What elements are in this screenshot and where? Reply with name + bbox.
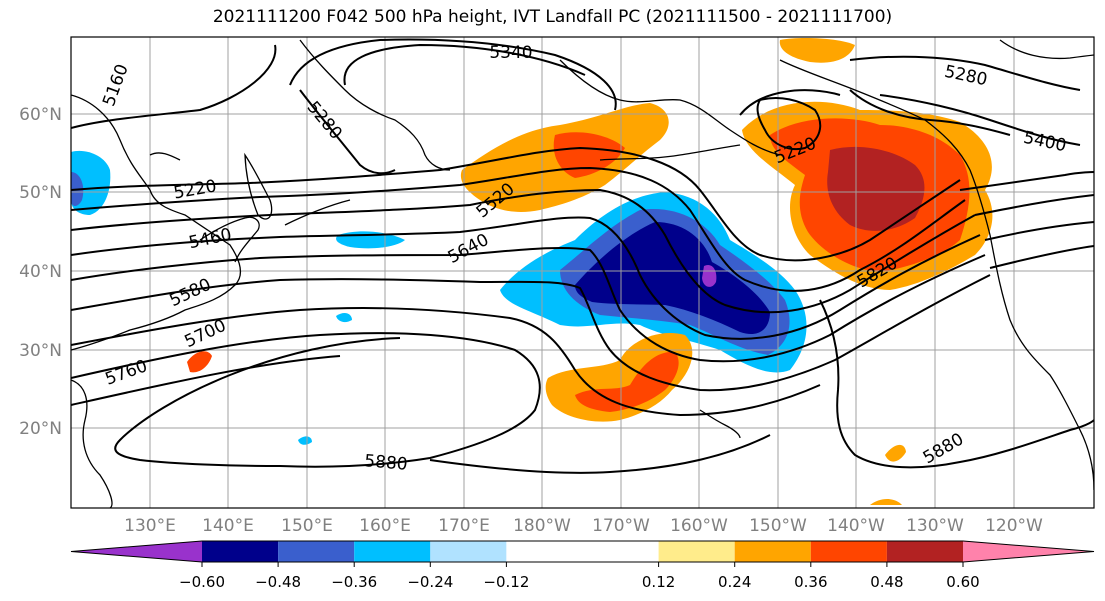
colorbar-tick-label: 0.48 bbox=[870, 573, 903, 591]
latitude-tick-label: 20°N bbox=[19, 419, 62, 439]
colorbar-tick-label: −0.36 bbox=[331, 573, 377, 591]
ivt-positive-core-bering bbox=[553, 132, 625, 178]
ivt-positive-region-north bbox=[779, 37, 855, 63]
longitude-tick-label: 140°E bbox=[202, 516, 254, 536]
colorbar-extend-high bbox=[963, 541, 1094, 562]
colorbar-segment bbox=[658, 541, 735, 562]
height-contours bbox=[71, 38, 1094, 474]
colorbar-segment bbox=[430, 541, 507, 562]
colorbar-segment bbox=[278, 541, 355, 562]
longitude-tick-label: 170°E bbox=[438, 516, 490, 536]
colorbar-tick-label: 0.12 bbox=[642, 573, 675, 591]
map-title: 2021111200 F042 500 hPa height, IVT Land… bbox=[212, 7, 893, 27]
latitude-tick-label: 60°N bbox=[19, 105, 62, 125]
colorbar-tick-label: −0.12 bbox=[483, 573, 529, 591]
longitude-tick-label: 120°W bbox=[985, 516, 1043, 536]
colorbar-tick-label: −0.48 bbox=[255, 573, 301, 591]
contour-label: 5880 bbox=[363, 451, 408, 475]
ivt-negative-small-2 bbox=[336, 313, 352, 323]
ivt-negative-peak bbox=[702, 264, 717, 287]
colorbar-tick-label: 0.24 bbox=[718, 573, 751, 591]
ivt-positive-core-south bbox=[575, 351, 679, 412]
ivt-positive-small-2 bbox=[885, 444, 906, 462]
ivt-negative-small-3 bbox=[298, 436, 312, 445]
contour-label: 5280 bbox=[943, 62, 989, 91]
gridlines bbox=[71, 37, 1094, 508]
colorbar-segment bbox=[506, 541, 659, 562]
coastlines bbox=[71, 39, 1094, 508]
ivt-positive-small-1 bbox=[187, 351, 212, 373]
contour-label: 5460 bbox=[187, 225, 233, 254]
longitude-tick-label: 150°E bbox=[281, 516, 333, 536]
colorbar-tick-label: 0.36 bbox=[794, 573, 827, 591]
longitude-tick-label: 150°W bbox=[749, 516, 807, 536]
colorbar-tick-label: 0.60 bbox=[946, 573, 979, 591]
longitude-tick-label: 130°W bbox=[906, 516, 964, 536]
colorbar: −0.60 −0.48 −0.36 −0.24 −0.12 0.12 0.24 0.36 0.4… bbox=[70, 540, 1095, 591]
colorbar-extend-low bbox=[71, 541, 202, 562]
longitude-labels: 130°E 140°E 150°E 160°E 170°E 180°W 170°W 160°W… bbox=[124, 516, 1043, 536]
contour-label: 5400 bbox=[1022, 128, 1068, 157]
longitude-tick-label: 160°E bbox=[359, 516, 411, 536]
ivt-positive-small-3 bbox=[870, 499, 902, 505]
latitude-labels: 60°N 50°N 40°N 30°N 20°N bbox=[19, 105, 62, 439]
latitude-tick-label: 50°N bbox=[19, 183, 62, 203]
ivt-negative-core-central bbox=[575, 222, 770, 334]
map-frame bbox=[70, 36, 1095, 509]
colorbar-segment bbox=[886, 541, 963, 562]
latitude-tick-label: 40°N bbox=[19, 262, 62, 282]
colorbar-segment bbox=[202, 541, 279, 562]
colorbar-segment bbox=[734, 541, 811, 562]
longitude-tick-label: 180°W bbox=[513, 516, 571, 536]
colorbar-segment bbox=[354, 541, 431, 562]
longitude-tick-label: 160°W bbox=[670, 516, 728, 536]
longitude-tick-label: 130°E bbox=[124, 516, 176, 536]
longitude-tick-label: 170°W bbox=[592, 516, 650, 536]
ivt-positive-peak-northeast bbox=[827, 146, 925, 231]
colorbar-segment bbox=[810, 541, 887, 562]
latitude-tick-label: 30°N bbox=[19, 341, 62, 361]
contour-label: 5340 bbox=[489, 43, 532, 63]
colorbar-tick-label: −0.24 bbox=[407, 573, 453, 591]
longitude-tick-label: 140°W bbox=[827, 516, 885, 536]
colorbar-tick-label: −0.60 bbox=[179, 573, 225, 591]
